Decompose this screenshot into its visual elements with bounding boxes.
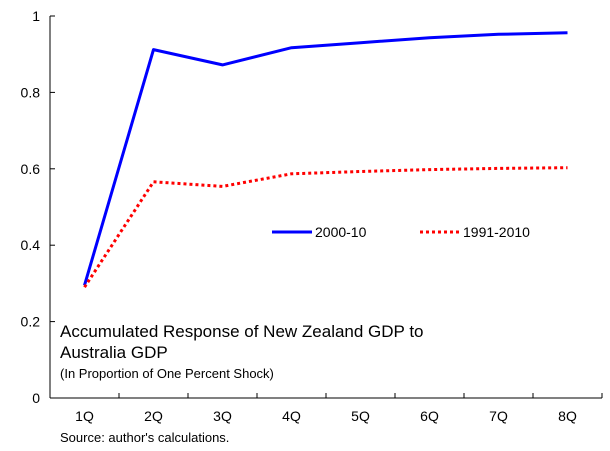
chart-annotation: Accumulated Response of New Zealand GDP …: [60, 322, 424, 381]
x-tick-label: 7Q: [489, 408, 508, 424]
y-tick-label: 0: [32, 390, 40, 406]
series-line-2000-10: [83, 31, 568, 286]
x-tick-label: 5Q: [351, 408, 370, 424]
legend-label-1991-2010: 1991-2010: [463, 224, 530, 240]
y-tick-label: 0.6: [21, 161, 41, 177]
x-tick-label: 1Q: [75, 408, 94, 424]
y-tick-label: 1: [32, 8, 40, 24]
x-tick-label: 8Q: [558, 408, 577, 424]
source-note: Source: author's calculations.: [60, 430, 230, 445]
y-axis: 0 0.2 0.4 0.6 0.8 1: [21, 8, 55, 406]
x-tick-label: 3Q: [213, 408, 232, 424]
annotation-title-line1: Accumulated Response of New Zealand GDP …: [60, 322, 424, 341]
x-tick-label: 6Q: [420, 408, 439, 424]
series-layer: [83, 31, 568, 289]
y-tick-label: 0.4: [21, 237, 41, 253]
annotation-subtitle: (In Proportion of One Percent Shock): [60, 366, 274, 381]
annotation-title-line2: Australia GDP: [60, 343, 168, 362]
x-tick-label: 2Q: [144, 408, 163, 424]
x-axis: 1Q 2Q 3Q 4Q 5Q 6Q 7Q 8Q: [49, 393, 603, 424]
y-tick-label: 0.8: [21, 84, 41, 100]
legend: 2000-10 1991-2010: [272, 224, 530, 240]
x-tick-label: 4Q: [282, 408, 301, 424]
y-tick-label: 0.2: [21, 314, 41, 330]
legend-label-2000-10: 2000-10: [315, 224, 367, 240]
